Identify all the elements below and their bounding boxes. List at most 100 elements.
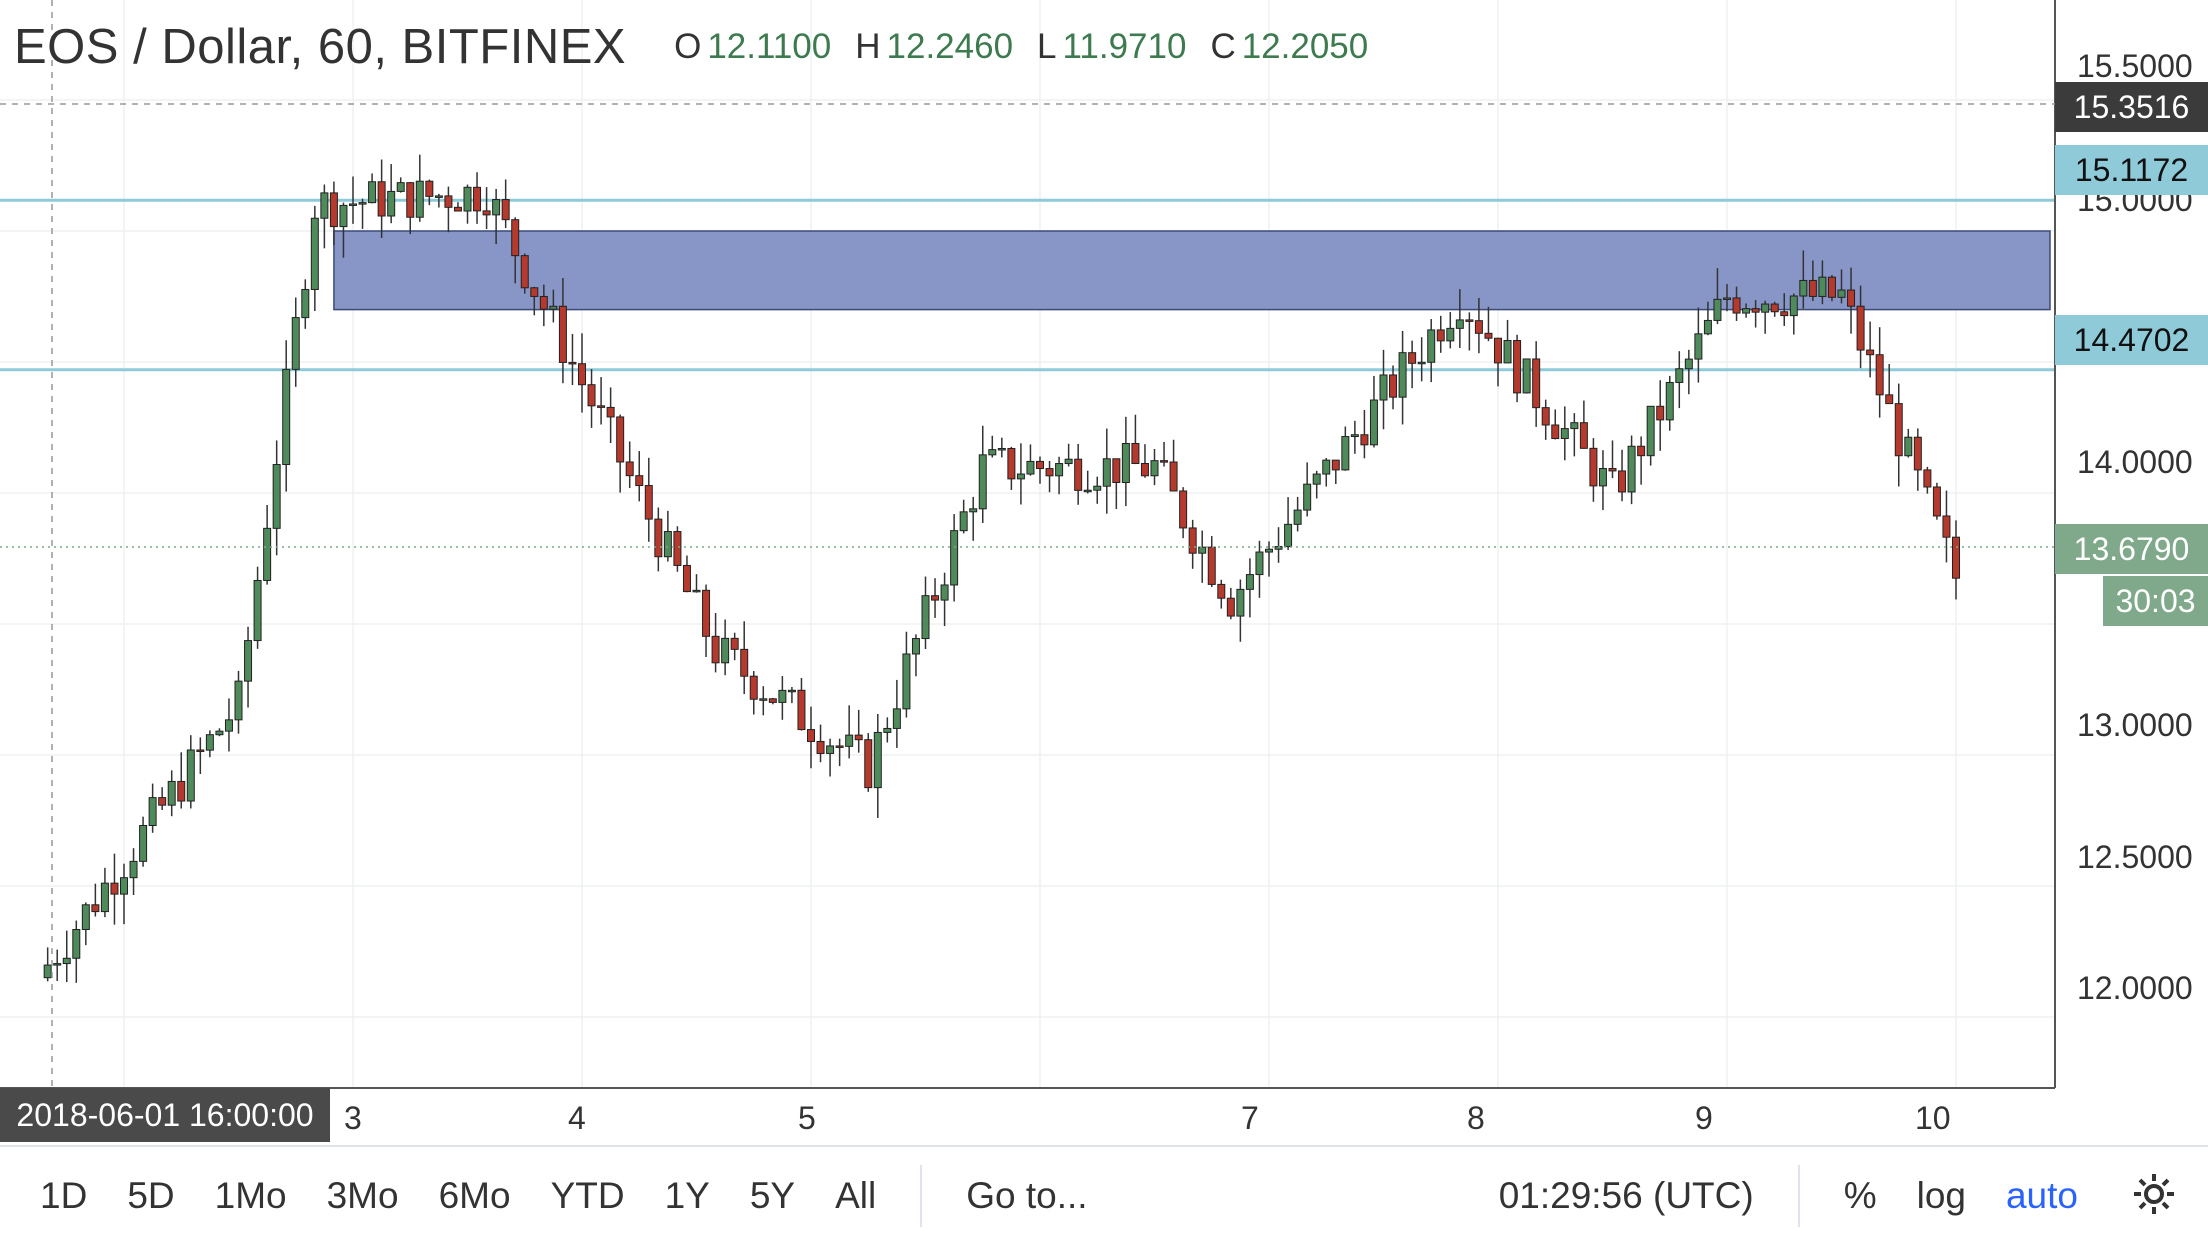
range-5y-button[interactable]: 5Y bbox=[749, 1174, 796, 1216]
candle bbox=[1331, 459, 1340, 485]
candle bbox=[1942, 490, 1951, 563]
candle bbox=[854, 709, 863, 753]
candle-body bbox=[320, 192, 329, 219]
candle bbox=[1055, 456, 1064, 495]
candle-body bbox=[1646, 405, 1655, 457]
candle bbox=[1074, 443, 1083, 505]
candle bbox=[1284, 497, 1293, 550]
ohlc-readout: O 12.1100 H 12.2460 L 11.9710 C 12.2050 bbox=[674, 27, 1368, 67]
utc-clock[interactable]: 01:29:56 (UTC) bbox=[1498, 1174, 1754, 1216]
candle bbox=[1665, 375, 1674, 431]
candle bbox=[950, 514, 959, 602]
candle-body bbox=[969, 508, 978, 513]
candle-body bbox=[1675, 368, 1684, 383]
candle-body bbox=[1064, 458, 1073, 465]
candle bbox=[578, 333, 586, 413]
chart-canvas[interactable] bbox=[0, 0, 2208, 1145]
candle-body bbox=[1761, 303, 1770, 313]
candle-body bbox=[1016, 473, 1025, 480]
candle bbox=[873, 713, 882, 818]
candle-body bbox=[1007, 447, 1016, 480]
price-tag-last: 13.6790 bbox=[2055, 524, 2208, 574]
range-6mo-button[interactable]: 6Mo bbox=[438, 1174, 511, 1216]
candle-body bbox=[205, 734, 214, 751]
candle-body bbox=[244, 640, 253, 682]
candle-body bbox=[721, 637, 730, 664]
candle bbox=[1198, 530, 1207, 583]
candle bbox=[1398, 330, 1407, 425]
candle bbox=[1799, 250, 1808, 309]
candle bbox=[1427, 319, 1436, 383]
candle bbox=[301, 279, 310, 329]
candle-body bbox=[253, 579, 262, 642]
price-tick: 12.5000 bbox=[2077, 839, 2193, 875]
candle-body bbox=[635, 475, 644, 487]
range-1d-button[interactable]: 1D bbox=[40, 1174, 88, 1216]
candle bbox=[1121, 416, 1130, 507]
goto-date-button[interactable]: Go to... bbox=[966, 1174, 1088, 1216]
candle bbox=[740, 621, 749, 695]
candle-body bbox=[911, 638, 920, 655]
candle-body bbox=[1245, 574, 1254, 590]
range-all-button[interactable]: All bbox=[835, 1174, 877, 1216]
candle-body bbox=[396, 182, 405, 192]
candle bbox=[730, 632, 739, 661]
candle bbox=[1045, 460, 1054, 493]
candle bbox=[177, 752, 186, 809]
candle-body bbox=[1083, 489, 1092, 493]
log-scale-button[interactable]: log bbox=[1916, 1174, 1966, 1216]
candle-body bbox=[558, 305, 567, 363]
candle bbox=[940, 572, 949, 627]
candle-body bbox=[797, 689, 806, 731]
candle bbox=[606, 387, 615, 444]
candle bbox=[1932, 482, 1941, 520]
candle-body bbox=[1093, 485, 1102, 491]
candle-body bbox=[1036, 460, 1044, 470]
candle bbox=[768, 697, 777, 705]
candle bbox=[158, 787, 167, 811]
candle-body bbox=[978, 454, 987, 510]
candle bbox=[1742, 303, 1751, 318]
candle bbox=[1570, 413, 1579, 457]
range-ytd-button[interactable]: YTD bbox=[550, 1174, 625, 1216]
candle-body bbox=[1513, 340, 1522, 394]
resistance-zone[interactable] bbox=[333, 230, 2051, 311]
candle-body bbox=[1207, 546, 1216, 585]
candle-body bbox=[1627, 445, 1636, 493]
candle bbox=[864, 733, 873, 792]
candle-body bbox=[43, 964, 52, 979]
ohlc-low: L 11.9710 bbox=[1037, 27, 1187, 66]
candle bbox=[1589, 438, 1598, 502]
range-5d-button[interactable]: 5D bbox=[127, 1174, 175, 1216]
candle bbox=[1207, 536, 1216, 587]
candle-body bbox=[1894, 403, 1903, 457]
auto-scale-button[interactable]: auto bbox=[2005, 1174, 2078, 1216]
candle bbox=[1064, 443, 1073, 467]
symbol-title[interactable]: EOS / Dollar, 60, BITFINEX bbox=[14, 20, 627, 74]
candle bbox=[368, 173, 377, 204]
percent-scale-button[interactable]: % bbox=[1843, 1174, 1877, 1216]
candle bbox=[902, 631, 911, 718]
candle bbox=[72, 920, 81, 983]
candle-body bbox=[1455, 319, 1464, 329]
candle bbox=[883, 717, 892, 743]
candle bbox=[759, 686, 768, 716]
candle-body bbox=[1398, 352, 1407, 398]
candle-body bbox=[1723, 297, 1731, 300]
candle-body bbox=[444, 195, 453, 208]
candle bbox=[1503, 319, 1512, 364]
settings-gear-icon[interactable] bbox=[2130, 1170, 2178, 1218]
crosshair-date-label: 2018-06-01 16:00:00 bbox=[0, 1088, 330, 1142]
price-tick: 15.5000 bbox=[2077, 48, 2193, 84]
candle-body bbox=[1102, 458, 1111, 487]
candle-body bbox=[1217, 583, 1226, 599]
range-3mo-button[interactable]: 3Mo bbox=[326, 1174, 399, 1216]
candle-body bbox=[1656, 405, 1665, 421]
candle bbox=[1751, 299, 1760, 328]
candle-body bbox=[186, 749, 195, 802]
candle bbox=[1112, 458, 1121, 509]
candle bbox=[931, 578, 940, 618]
range-1mo-button[interactable]: 1Mo bbox=[214, 1174, 287, 1216]
candle-body bbox=[1742, 308, 1751, 314]
range-1y-button[interactable]: 1Y bbox=[664, 1174, 710, 1216]
